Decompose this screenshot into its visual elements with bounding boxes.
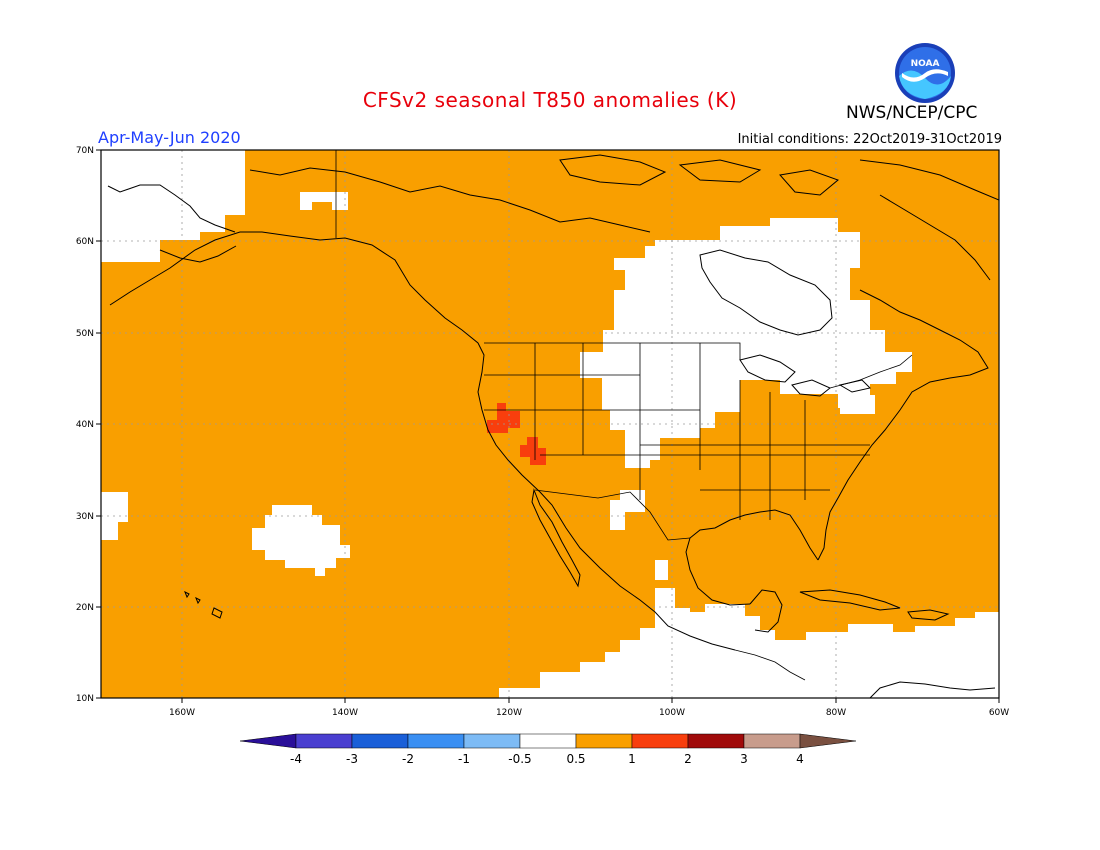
lon-tick-label: 80W [826, 708, 846, 718]
lat-tick-label: 20N [76, 603, 94, 613]
lon-tick-label: 120W [496, 708, 522, 718]
lon-tick-label: 60W [989, 708, 1009, 718]
colorbar-swatch [407, 733, 465, 749]
lat-tick-label: 40N [76, 420, 94, 430]
colorbar-max-arrow [799, 733, 857, 749]
lat-tick-label: 10N [76, 694, 94, 704]
colorbar-label: -0.5 [508, 752, 531, 766]
colorbar-label: -1 [458, 752, 470, 766]
map-gridlines [101, 150, 999, 698]
colorbar-swatch [631, 733, 689, 749]
initial-conditions-label: Initial conditions: 22Oct2019-31Oct2019 [737, 132, 1002, 147]
colorbar-label: 1 [628, 752, 636, 766]
colorbar-label: 4 [796, 752, 804, 766]
lon-tick-label: 160W [169, 708, 195, 718]
noaa-logo-icon: NOAA [895, 43, 955, 103]
colorbar-swatch [743, 733, 801, 749]
colorbar-label: 0.5 [566, 752, 585, 766]
political-borders [335, 150, 913, 681]
lat-tick-label: 60N [76, 237, 94, 247]
lat-tick-label: 30N [76, 512, 94, 522]
colorbar-label: 2 [684, 752, 692, 766]
neutral-anomaly-regions [101, 150, 999, 698]
lon-tick-label: 140W [332, 708, 358, 718]
agency-label: NWS/NCEP/CPC [846, 103, 978, 123]
logo-text: NOAA [911, 59, 940, 69]
colorbar-label: -2 [402, 752, 414, 766]
colorbar-label: 3 [740, 752, 748, 766]
colorbar-swatch [351, 733, 409, 749]
lon-tick-label: 100W [659, 708, 685, 718]
axis-ticks [96, 149, 1000, 703]
map-title: CFSv2 seasonal T850 anomalies (K) [362, 88, 738, 112]
warm-anomaly-regions [487, 403, 546, 465]
coastlines [107, 154, 999, 698]
colorbar-min-arrow [239, 733, 297, 749]
colorbar-swatch [575, 733, 633, 749]
colorbar-label: -3 [346, 752, 358, 766]
colorbar-swatch [519, 733, 577, 749]
lat-tick-label: 70N [76, 146, 94, 156]
lat-tick-label: 50N [76, 329, 94, 339]
season-label: Apr-May-Jun 2020 [98, 128, 241, 147]
colorbar-swatch [295, 733, 353, 749]
colorbar-swatch [463, 733, 521, 749]
colorbar-swatch [687, 733, 745, 749]
colorbar-label: -4 [290, 752, 302, 766]
